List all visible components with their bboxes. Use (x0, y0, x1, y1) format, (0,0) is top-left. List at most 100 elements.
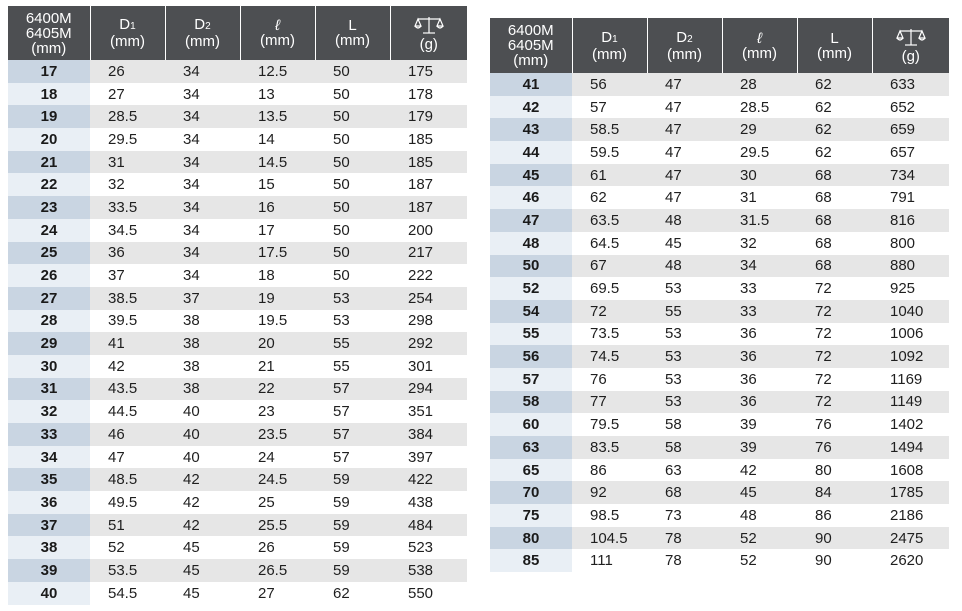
length-cell: 50 (315, 196, 390, 219)
size-cell: 55 (490, 322, 572, 346)
l-script-cell: 45 (722, 481, 797, 505)
d2-cell: 34 (165, 218, 240, 242)
d1-cell: 59.5 (572, 141, 647, 164)
weight-cell: 1169 (872, 367, 949, 391)
l-script-cell: 25 (240, 491, 315, 514)
d2-cell: 47 (647, 163, 722, 187)
weight-cell: 791 (872, 186, 949, 210)
length-cell: 50 (315, 128, 390, 151)
weight-cell: 179 (390, 105, 467, 129)
table-row: 21 31 34 14.5 50 185 (8, 150, 467, 174)
length-cell: 68 (797, 186, 872, 210)
table-row: 23 33.5 34 16 50 187 (8, 196, 467, 219)
weight-cell: 538 (390, 559, 467, 582)
l-script-cell: 36 (722, 390, 797, 414)
d1-cell: 33.5 (90, 196, 165, 219)
table-row: 26 37 34 18 50 222 (8, 264, 467, 287)
weight-cell: 734 (872, 163, 949, 187)
table-row: 70 92 68 45 84 1785 (490, 481, 949, 505)
length-cell: 55 (315, 354, 390, 378)
d1-cell: 111 (572, 549, 647, 573)
weight-cell: 1006 (872, 322, 949, 346)
length-cell: 59 (315, 468, 390, 492)
weight-cell: 301 (390, 354, 467, 378)
weight-cell: 1785 (872, 481, 949, 505)
d1-cell: 44.5 (90, 400, 165, 423)
d1-cell: 58.5 (572, 118, 647, 142)
size-cell: 17 (8, 60, 90, 83)
l-script-cell: 36 (722, 322, 797, 346)
d2-cell: 78 (647, 526, 722, 550)
l-script-cell: 22 (240, 377, 315, 401)
size-cell: 75 (490, 504, 572, 527)
l-script-cell: 19.5 (240, 309, 315, 333)
table-row: 47 63.5 48 31.5 68 816 (490, 209, 949, 232)
d2-cell: 34 (165, 264, 240, 287)
table-row: 29 41 38 20 55 292 (8, 332, 467, 355)
size-cell: 60 (490, 413, 572, 436)
length-cell: 57 (315, 377, 390, 401)
table-row: 52 69.5 53 33 72 925 (490, 277, 949, 300)
d1-cell: 29.5 (90, 128, 165, 151)
length-cell: 62 (797, 118, 872, 142)
d1-cell: 43.5 (90, 377, 165, 401)
size-cell: 29 (8, 332, 90, 355)
l-script-cell: 32 (722, 231, 797, 255)
d2-cell: 34 (165, 150, 240, 174)
scale-icon (413, 16, 444, 34)
d2-cell: 42 (165, 491, 240, 514)
size-cell: 46 (490, 186, 572, 210)
table-row: 48 64.5 45 32 68 800 (490, 231, 949, 255)
header-weight: (g) (872, 18, 949, 73)
size-cell: 28 (8, 309, 90, 333)
d2-cell: 63 (647, 458, 722, 482)
table-row: 45 61 47 30 68 734 (490, 163, 949, 187)
l-script-cell: 42 (722, 458, 797, 482)
l-script-cell: 36 (722, 367, 797, 391)
weight-cell: 185 (390, 150, 467, 174)
d2-cell: 34 (165, 60, 240, 83)
header-length: L (mm) (797, 18, 873, 73)
l-script-cell: 14.5 (240, 150, 315, 174)
length-cell: 57 (315, 423, 390, 446)
d2-cell: 53 (647, 345, 722, 368)
length-cell: 57 (315, 445, 390, 469)
l-script-cell: 33 (722, 277, 797, 300)
length-cell: 55 (315, 332, 390, 355)
size-cell: 56 (490, 345, 572, 368)
weight-cell: 925 (872, 277, 949, 300)
weight-cell: 800 (872, 231, 949, 255)
d2-cell: 68 (647, 481, 722, 505)
d1-cell: 64.5 (572, 231, 647, 255)
length-cell: 72 (797, 299, 872, 323)
length-cell: 50 (315, 82, 390, 106)
d2-cell: 40 (165, 445, 240, 469)
l-script-cell: 23 (240, 400, 315, 423)
d1-cell: 63.5 (572, 209, 647, 232)
weight-cell: 657 (872, 141, 949, 164)
weight-cell: 659 (872, 118, 949, 142)
l-script-cell: 33 (722, 299, 797, 323)
size-cell: 37 (8, 513, 90, 537)
d2-cell: 53 (647, 367, 722, 391)
weight-cell: 633 (872, 73, 949, 96)
d1-cell: 86 (572, 458, 647, 482)
length-cell: 50 (315, 218, 390, 242)
size-cell: 58 (490, 390, 572, 414)
d2-cell: 53 (647, 390, 722, 414)
l-script-cell: 29.5 (722, 141, 797, 164)
table-row: 36 49.5 42 25 59 438 (8, 491, 467, 514)
d2-cell: 34 (165, 82, 240, 106)
table-row: 30 42 38 21 55 301 (8, 354, 467, 378)
l-script-cell: 39 (722, 436, 797, 459)
l-script-cell: 23.5 (240, 423, 315, 446)
d1-cell: 61 (572, 163, 647, 187)
weight-cell: 292 (390, 332, 467, 355)
l-script-cell: 34 (722, 254, 797, 278)
table-row: 22 32 34 15 50 187 (8, 173, 467, 197)
d2-cell: 34 (165, 173, 240, 197)
d1-cell: 51 (90, 513, 165, 537)
length-cell: 62 (797, 95, 872, 119)
l-script-cell: 15 (240, 173, 315, 197)
weight-cell: 1608 (872, 458, 949, 482)
